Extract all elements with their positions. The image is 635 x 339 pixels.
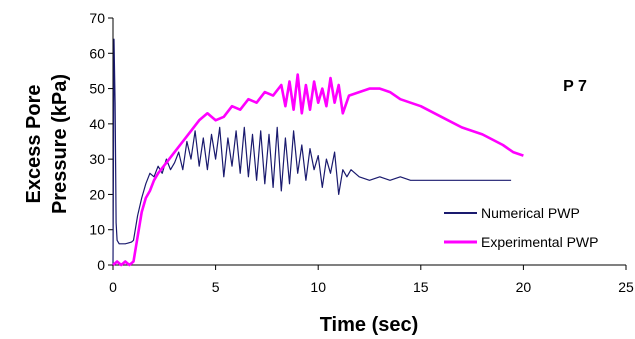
y-tick-label: 20 [89,186,105,202]
chart-axes [112,18,626,266]
y-tick-label: 70 [89,10,105,26]
y-tick-label: 50 [89,81,105,97]
y-tick-label: 30 [89,151,105,167]
series-layer [112,38,524,267]
legend: Numerical PWP Experimental PWP [444,205,598,250]
x-tick-label: 20 [516,279,532,295]
legend-label-numerical: Numerical PWP [481,205,580,221]
x-tick-label: 15 [413,279,429,295]
y-axis-ticks: 0 10 20 30 40 50 60 70 [89,10,113,273]
y-tick-label: 40 [89,116,105,132]
y-tick-label: 0 [97,257,105,273]
x-axis-title: Time (sec) [320,314,419,336]
x-tick-label: 0 [109,279,117,295]
x-tick-label: 5 [212,279,220,295]
legend-label-experimental: Experimental PWP [481,234,598,250]
y-tick-label: 60 [89,45,105,61]
x-tick-label: 25 [618,279,634,295]
numerical-pwp-line [112,38,512,266]
y-tick-label: 10 [89,222,105,238]
plot-annotation-p7: P 7 [563,78,587,95]
y-axis-title-line2: Pressure (kPa) [49,74,71,214]
x-axis-ticks: 0 5 10 15 20 25 [109,265,634,295]
x-tick-label: 10 [310,279,326,295]
experimental-pwp-line [112,73,524,267]
y-axis-title-line1: Excess Pore [23,85,45,204]
